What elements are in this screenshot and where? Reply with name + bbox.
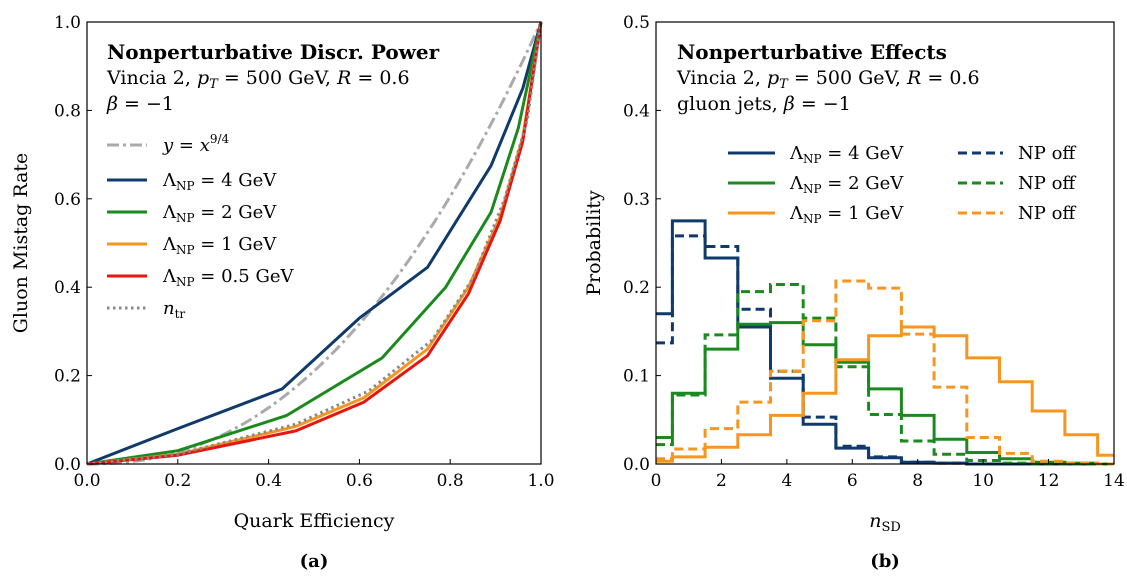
- axis-1-ytick-label: 0.4: [623, 101, 650, 121]
- roc-curve-series-4: [86, 21, 543, 466]
- panel-b-title: Nonperturbative Effects: [677, 40, 947, 64]
- axis-0-ytick-label: 1.0: [54, 13, 81, 33]
- axis-1-ytick-label: 0.1: [623, 367, 650, 387]
- legend-lambda-4: ΛNP = 4 GeV: [162, 170, 277, 193]
- panel-a-roc-curves: 0.0 0.2 0.4 0.6 0.8 1.0 0.0 0.2 0.4 0.6 0.8 1.0 Non…: [10, 13, 555, 572]
- axis-1-ytick-label: 0.5: [623, 13, 650, 33]
- axis-0-xtick-label: 1.0: [527, 471, 554, 491]
- panel-a-xlabel: Quark Efficiency: [234, 510, 395, 532]
- panel-a-ylabel: Gluon Mistag Rate: [10, 153, 32, 334]
- panel-b-frame: [655, 21, 1115, 465]
- axis-0-ytick-label: 0.0: [54, 455, 81, 475]
- panel-a-frame: [86, 21, 542, 465]
- axis-0-xtick-label: 0.6: [346, 471, 373, 491]
- legend-b-lambda-2: ΛNP = 2 GeV: [789, 173, 904, 196]
- panel-b-gluon-label: gluon jets, β = −1: [677, 93, 851, 115]
- axis-0-xtick-label: 0.4: [255, 471, 282, 491]
- legend-lambda-05: ΛNP = 0.5 GeV: [162, 266, 294, 289]
- axis-0-xtick-label: 0.2: [164, 471, 191, 491]
- panel-a-legend: y = x9/4 ΛNP = 4 GeV ΛNP = 2 GeV ΛNP = 1…: [107, 132, 294, 321]
- roc-curve-series-5: [86, 21, 543, 466]
- axis-0-xtick-label: 0.8: [437, 471, 464, 491]
- panel-b-subtitle: Vincia 2, pT = 500 GeV, R = 0.6: [676, 67, 980, 92]
- histogram-series-2: [656, 321, 1114, 466]
- panel-b-histograms: [656, 219, 1114, 466]
- roc-curve-series-2: [86, 21, 543, 466]
- legend-b-npoff-1: NP off: [1018, 203, 1076, 224]
- panel-a-subtitle: Vincia 2, pT = 500 GeV, R = 0.6: [106, 67, 410, 92]
- axis-1-ytick-label: 0.0: [623, 455, 650, 475]
- legend-b-npoff-2: NP off: [1018, 173, 1076, 194]
- panel-b-ticks: 0 2 4 6 8 10 12 14 0.0 0.1 0.2 0.3 0.4 0.5: [623, 13, 1125, 491]
- legend-lambda-1: ΛNP = 1 GeV: [162, 234, 277, 257]
- panel-b-ylabel: Probability: [583, 190, 605, 296]
- histogram-series-3: [656, 283, 1114, 466]
- axis-1-xtick-label: 4: [781, 471, 792, 491]
- axis-0-ytick-label: 0.8: [54, 101, 81, 121]
- caption-a: (a): [300, 551, 329, 572]
- axis-1-xtick-label: 12: [1038, 471, 1060, 491]
- axis-1-xtick-label: 2: [716, 471, 727, 491]
- axis-1-ytick-label: 0.3: [623, 190, 650, 210]
- panel-b-legend: ΛNP = 4 GeV NP off ΛNP = 2 GeV NP off ΛN…: [728, 143, 1076, 226]
- axis-1-xtick-label: 6: [847, 471, 858, 491]
- caption-b: (b): [870, 551, 900, 572]
- panel-a-beta-label: β = −1: [106, 93, 174, 115]
- axis-1-xtick-label: 8: [912, 471, 923, 491]
- axis-1-ytick-label: 0.2: [623, 278, 650, 298]
- axis-0-xtick-label: 0.0: [73, 471, 100, 491]
- legend-power-law: y = x9/4: [162, 132, 230, 156]
- panel-b-xlabel: nSD: [869, 510, 901, 535]
- legend-b-npoff-4: NP off: [1018, 143, 1076, 164]
- histogram-series-5: [656, 279, 1114, 466]
- axis-0-ytick-label: 0.4: [54, 278, 81, 298]
- panel-a-ticks: 0.0 0.2 0.4 0.6 0.8 1.0 0.0 0.2 0.4 0.6 0.8 1.0: [54, 13, 555, 491]
- panel-b-histogram: 0 2 4 6 8 10 12 14 0.0 0.1 0.2 0.3 0.4 0.5 Nonperturb…: [583, 13, 1125, 572]
- panel-a-title: Nonperturbative Discr. Power: [107, 40, 440, 64]
- roc-curve-series-1: [86, 21, 543, 466]
- legend-lambda-2: ΛNP = 2 GeV: [162, 202, 277, 225]
- axis-1-xtick-label: 10: [972, 471, 994, 491]
- axis-0-ytick-label: 0.6: [54, 190, 81, 210]
- histogram-series-4: [656, 325, 1114, 463]
- axis-0-ytick-label: 0.2: [54, 367, 81, 387]
- axis-1-xtick-label: 0: [651, 471, 662, 491]
- axis-1-xtick-label: 14: [1103, 471, 1125, 491]
- legend-b-lambda-4: ΛNP = 4 GeV: [789, 143, 904, 166]
- panel-a-curves: [86, 21, 543, 466]
- legend-ntr: ntr: [163, 298, 185, 321]
- legend-b-lambda-1: ΛNP = 1 GeV: [789, 203, 904, 226]
